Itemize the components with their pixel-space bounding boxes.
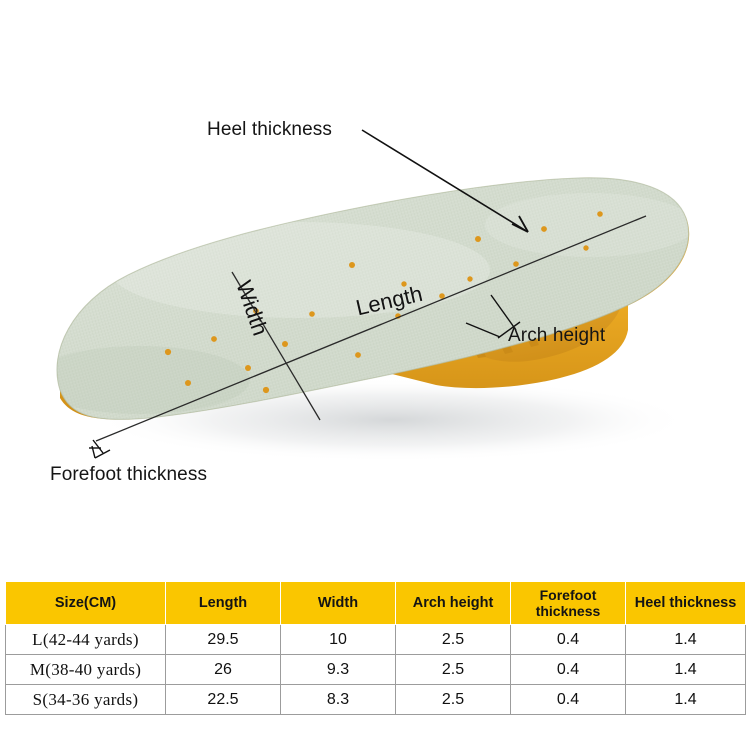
insole-illustration [56, 129, 692, 462]
table-row: S(34-36 yards) 22.5 8.3 2.5 0.4 1.4 [5, 684, 746, 715]
cell-length: 22.5 [165, 684, 281, 715]
cell-size: M(38-40 yards) [5, 654, 166, 685]
cell-heel-thickness: 1.4 [625, 624, 746, 655]
cell-arch-height: 2.5 [395, 624, 511, 655]
heel-thickness-arrow [361, 129, 529, 233]
cell-forefoot-thickness: 0.4 [510, 654, 626, 685]
cell-width: 9.3 [280, 654, 396, 685]
cell-size: S(34-36 yards) [5, 684, 166, 715]
size-spec-table: Size(CM) Length Width Arch height Forefo… [5, 581, 746, 715]
table-header-forefoot-thickness: Forefoot thickness [510, 581, 626, 625]
callout-forefoot-thickness: Forefoot thickness [50, 464, 208, 485]
cell-arch-height: 2.5 [395, 684, 511, 715]
length-dimension-line [95, 215, 647, 442]
insole-rim-line [56, 177, 690, 420]
table-row: M(38-40 yards) 26 9.3 2.5 0.4 1.4 [5, 654, 746, 685]
callout-arch-height: Arch height [508, 325, 606, 346]
cell-length: 26 [165, 654, 281, 685]
arch-height-caliper [465, 294, 521, 339]
insole-product-photo: Heel thickness Arch height Forefoot thic… [50, 119, 692, 485]
header-line-2: thickness [535, 603, 601, 619]
forefoot-thickness-caliper [89, 439, 111, 459]
table-header-heel-thickness: Heel thickness [625, 581, 746, 625]
table-row: L(42-44 yards) 29.5 10 2.5 0.4 1.4 [5, 624, 746, 655]
callout-heel-thickness: Heel thickness [207, 119, 332, 140]
size-spec-table-container: Size(CM) Length Width Arch height Forefo… [5, 581, 746, 715]
cell-length: 29.5 [165, 624, 281, 655]
table-header-length: Length [165, 581, 281, 625]
table-header-row: Size(CM) Length Width Arch height Forefo… [5, 581, 746, 625]
cell-width: 8.3 [280, 684, 396, 715]
cell-heel-thickness: 1.4 [625, 654, 746, 685]
cell-arch-height: 2.5 [395, 654, 511, 685]
table-header-width: Width [280, 581, 396, 625]
cell-forefoot-thickness: 0.4 [510, 684, 626, 715]
width-dimension-line [231, 271, 321, 421]
cell-heel-thickness: 1.4 [625, 684, 746, 715]
cell-forefoot-thickness: 0.4 [510, 624, 626, 655]
cell-width: 10 [280, 624, 396, 655]
cell-size: L(42-44 yards) [5, 624, 166, 655]
table-header-size: Size(CM) [5, 581, 166, 625]
header-line-1: Forefoot [539, 586, 597, 603]
table-header-arch-height: Arch height [395, 581, 511, 625]
